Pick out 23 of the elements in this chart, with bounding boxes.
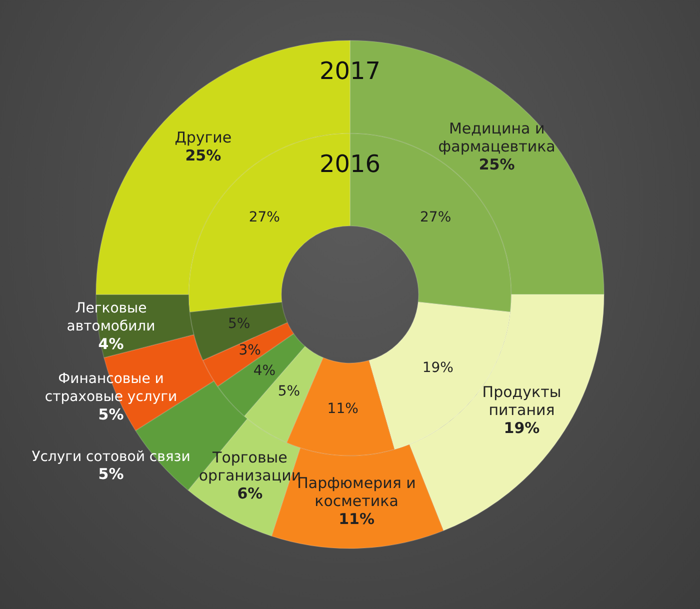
data-label: 6% <box>237 484 263 502</box>
data-label: 25% <box>478 156 515 174</box>
slice-label: Легковые автомобили <box>66 300 156 335</box>
slice-label: Услуги сотовой связи <box>32 448 190 465</box>
data-label: 19% <box>504 419 540 438</box>
data-label: 11% <box>338 510 374 528</box>
slice-label: Медицина и фармацевтика <box>438 120 556 156</box>
slice-label: 2016 <box>319 150 381 178</box>
data-label: 27% <box>420 209 452 226</box>
data-label: 27% <box>248 209 280 226</box>
data-label: 5% <box>278 384 300 400</box>
data-label: 3% <box>238 342 261 359</box>
data-label: 4% <box>253 362 276 379</box>
data-label: 19% <box>422 360 454 376</box>
slice-label: Продукты питания <box>482 383 562 420</box>
slice-label: 2017 <box>319 57 381 86</box>
data-label: 5% <box>98 465 124 484</box>
data-label: 11% <box>327 400 358 417</box>
data-label: 25% <box>185 146 222 165</box>
data-label: 4% <box>98 334 124 353</box>
data-label: 5% <box>98 405 124 424</box>
data-label: 5% <box>228 316 250 332</box>
slice-label: Другие <box>174 128 232 147</box>
